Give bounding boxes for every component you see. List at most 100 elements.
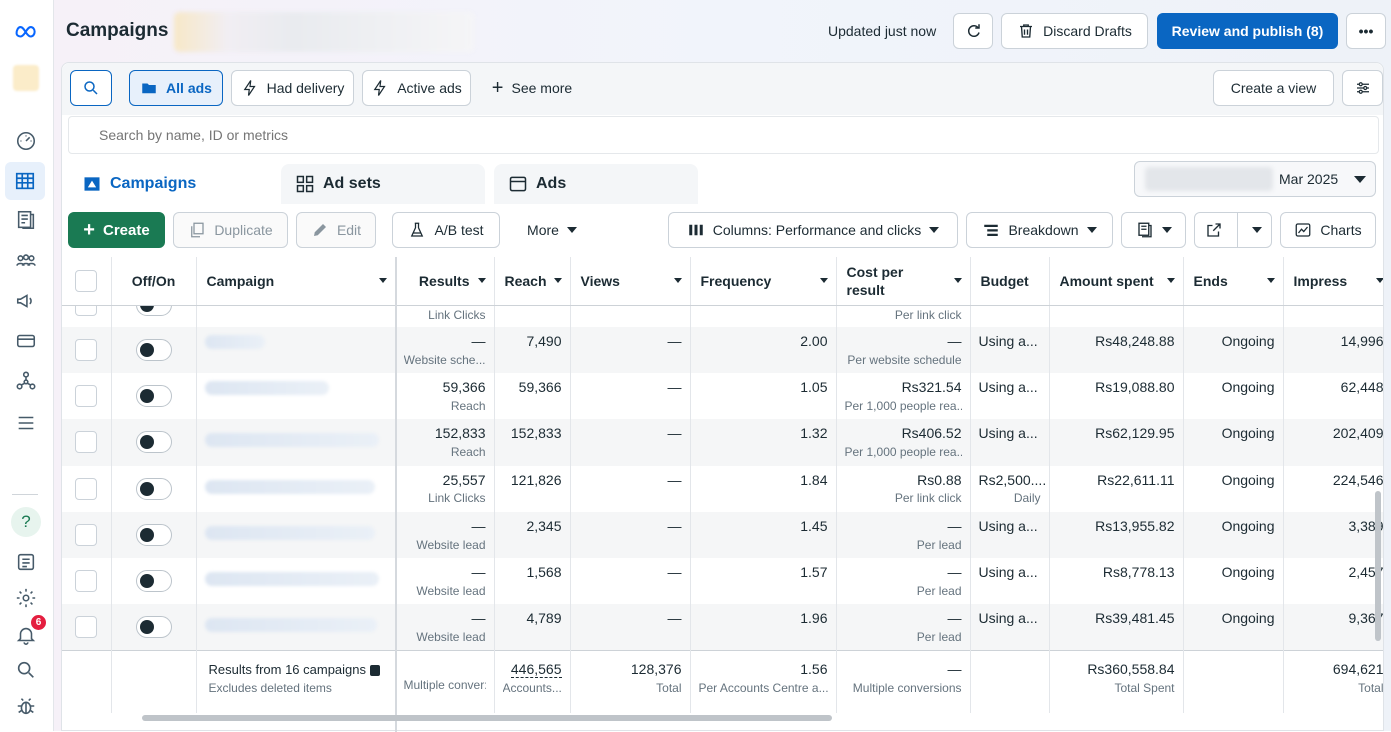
ab-test-button[interactable]: A/B test [392,212,500,248]
campaign-name-redacted[interactable] [204,618,377,633]
budget-cell[interactable]: Using a... [970,419,1050,466]
campaign-name-cell[interactable] [196,604,396,651]
budget-cell[interactable]: Using a... [970,557,1050,605]
dashboard-gauge-icon[interactable] [11,126,41,156]
breakdown-dropdown[interactable]: Breakdown [966,212,1113,248]
campaign-name-cell[interactable] [196,465,396,512]
report-bug-icon[interactable] [11,691,41,721]
table-row[interactable]: — Website lead 2,345 — 1.45 — Per lead Usi… [62,511,1383,558]
budget-cell[interactable]: Using a... [970,511,1050,558]
horizontal-scrollbar[interactable] [142,715,832,721]
delivery-toggle[interactable] [135,339,172,361]
delivery-toggle[interactable] [135,523,172,546]
campaign-name-redacted[interactable] [204,571,379,586]
settings-gear-icon[interactable] [11,583,41,613]
campaign-name-cell[interactable] [196,557,396,605]
col-views[interactable]: Views [570,257,691,306]
refresh-button[interactable] [953,13,993,49]
delivery-toggle[interactable] [135,569,172,592]
table-row[interactable]: 59,366 Reach 59,366 — 1.05 Rs321.54 Per 1,… [62,373,1383,420]
discard-drafts-button[interactable]: Discard Drafts [1001,13,1148,49]
create-view-button[interactable]: Create a view [1213,70,1334,106]
more-dropdown[interactable]: More [512,212,592,248]
budget-cell[interactable]: Rs2,500.... Daily [970,465,1050,512]
export-dropdown[interactable] [1194,212,1272,248]
campaign-name-redacted[interactable] [204,525,375,540]
select-all-checkbox[interactable] [75,269,98,292]
row-checkbox[interactable] [75,477,98,500]
account-overview-icon[interactable] [11,547,41,577]
search-icon[interactable] [11,655,41,685]
notifications-bell-icon[interactable]: 6 [11,614,47,650]
col-campaign[interactable]: Campaign [196,257,396,306]
help-icon[interactable]: ? [11,507,41,537]
row-checkbox[interactable] [75,339,98,361]
see-more-button[interactable]: + See more [482,70,582,106]
col-results[interactable]: Results [395,257,495,306]
col-cost-per-result[interactable]: Cost per result [836,257,971,306]
review-publish-button[interactable]: Review and publish (8) [1157,13,1338,49]
table-row[interactable]: — Website sche... 7,490 — 2.00 — Per websi… [62,327,1383,374]
campaign-name-redacted[interactable] [204,433,379,448]
col-reach[interactable]: Reach [494,257,571,306]
budget-cell[interactable]: Using a... [970,373,1050,420]
vertical-scrollbar[interactable] [1375,491,1381,641]
delivery-toggle[interactable] [135,305,172,316]
budget-cell[interactable]: Using a... [970,604,1050,651]
campaign-name-cell[interactable] [196,511,396,558]
row-checkbox[interactable] [75,569,98,592]
filter-settings-button[interactable] [1342,70,1383,106]
col-offon[interactable]: Off/On [111,257,197,306]
all-ads-filter[interactable]: All ads [129,70,223,106]
pages-book-icon[interactable] [11,205,41,235]
charts-button[interactable]: Charts [1280,212,1376,248]
row-checkbox[interactable] [75,385,98,408]
search-input[interactable] [68,116,1379,154]
campaign-name-redacted[interactable] [204,479,375,494]
events-manager-icon[interactable] [11,366,41,396]
table-row[interactable]: 152,833 Reach 152,833 — 1.32 Rs406.52 Per … [62,419,1383,466]
billing-card-icon[interactable] [11,326,41,356]
table-row[interactable]: — Website lead 4,789 — 1.96 — Per lead Usi… [62,604,1383,651]
tab-ads[interactable]: Ads [494,164,698,204]
ads-megaphone-icon[interactable] [11,286,41,316]
campaign-name-redacted[interactable] [204,335,265,349]
table-row[interactable]: 25,557 Link Clicks 121,826 — 1.84 Rs0.88 P… [62,465,1383,512]
columns-dropdown[interactable]: Columns: Performance and clicks [668,212,958,248]
campaign-name-cell[interactable] [196,327,396,374]
col-impressions[interactable]: Impress [1283,257,1383,306]
row-checkbox[interactable] [75,431,98,454]
search-toggle-button[interactable] [70,70,112,106]
col-amount-spent[interactable]: Amount spent [1049,257,1184,306]
date-range-selector[interactable]: Mar 2025 [1134,161,1376,197]
row-checkbox[interactable] [75,616,98,639]
delivery-toggle[interactable] [135,477,172,500]
edit-button[interactable]: Edit [296,212,376,248]
campaign-name-redacted[interactable] [204,381,329,396]
delivery-toggle[interactable] [135,385,172,408]
had-delivery-filter[interactable]: Had delivery [231,70,354,106]
audiences-people-icon[interactable] [11,246,41,276]
totals-reach-value[interactable]: 446,565 [510,661,562,679]
row-checkbox[interactable] [75,523,98,546]
tab-adsets[interactable]: Ad sets [281,164,485,204]
menu-hamburger-icon[interactable] [11,408,41,438]
create-button[interactable]: + Create [68,212,165,248]
col-frequency[interactable]: Frequency [690,257,837,306]
more-options-button[interactable]: ••• [1346,13,1386,49]
account-selector[interactable] [174,12,474,52]
campaign-name-cell[interactable] [196,419,396,466]
delivery-toggle[interactable] [135,431,172,454]
reports-dropdown[interactable] [1121,212,1186,248]
col-ends[interactable]: Ends [1183,257,1284,306]
account-avatar[interactable] [11,63,41,93]
budget-cell[interactable]: Using a... [970,327,1050,374]
row-checkbox[interactable] [75,305,98,316]
select-all-header[interactable] [62,257,112,306]
meta-logo-icon[interactable] [11,16,41,46]
col-budget[interactable]: Budget [970,257,1050,306]
campaign-name-cell[interactable] [196,373,396,420]
active-ads-filter[interactable]: Active ads [362,70,471,106]
duplicate-button[interactable]: Duplicate [173,212,288,248]
info-icon[interactable] [369,665,380,677]
